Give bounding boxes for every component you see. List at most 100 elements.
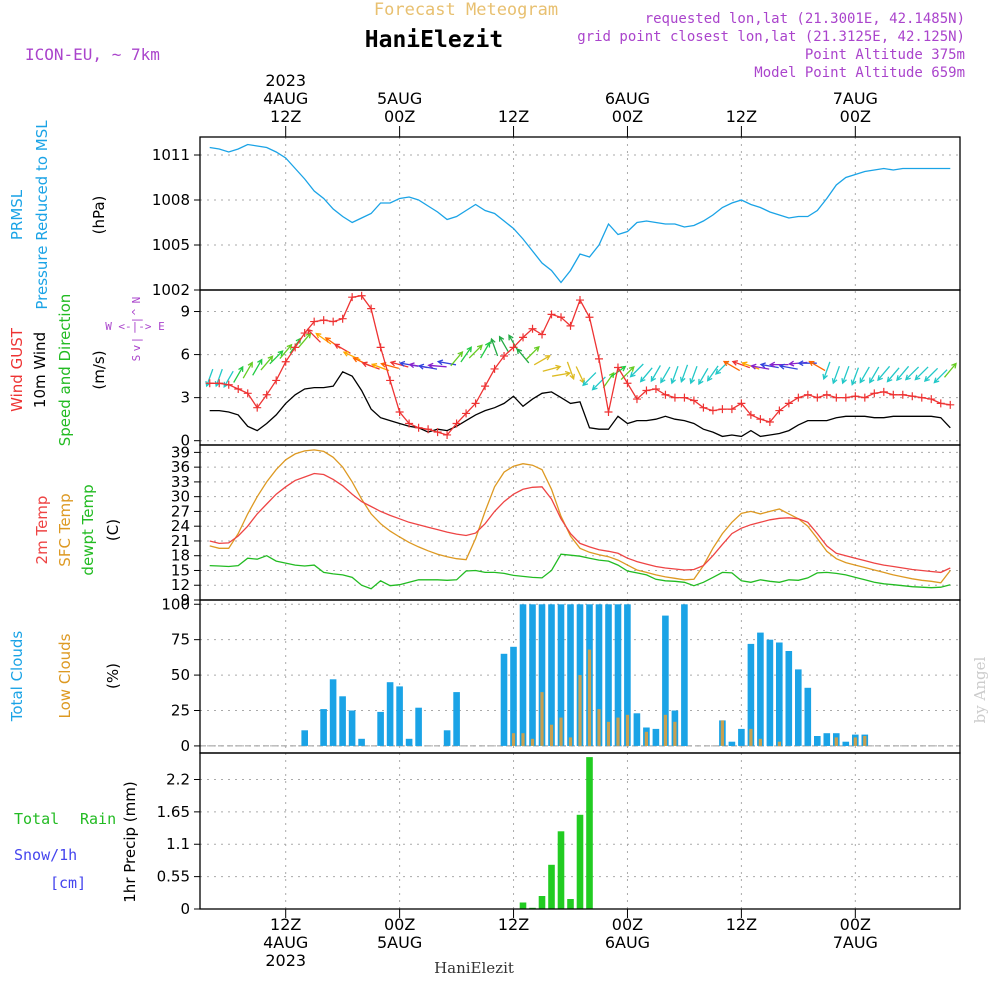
wind-direction-arrow: [591, 376, 606, 391]
compass-down: v: [130, 344, 143, 351]
low-cloud-bar: [720, 720, 724, 746]
gust-marker: [841, 393, 850, 402]
pressure-tick-label: 1005: [152, 236, 190, 254]
total-cloud-bar: [538, 604, 546, 746]
prmsl-label: PRMSL: [8, 189, 26, 240]
total-cloud-bar: [804, 687, 812, 746]
low-cloud-bar: [559, 717, 563, 746]
pressure-line: [209, 143, 951, 284]
total-cloud-bar: [415, 707, 422, 746]
low-cloud-bar: [777, 741, 781, 746]
low-cloud-bar: [606, 721, 611, 746]
total-label: Total: [14, 810, 59, 828]
top-time-label: 12Z: [726, 107, 757, 126]
wind-panel-frame: [199, 289, 961, 446]
point-altitude: Point Altitude 375m: [805, 47, 965, 63]
low-cloud-bar: [549, 724, 554, 746]
rain-bar: [586, 757, 593, 909]
precip-ylabel: 1hr Precip (mm): [121, 781, 139, 902]
gust-marker: [291, 343, 300, 352]
wind-direction-arrow: [233, 365, 244, 383]
gust-marker: [576, 296, 584, 305]
wind-direction-arrow: [759, 362, 779, 369]
total-cloud-bar: [320, 709, 327, 746]
wind-tick-label: 9: [180, 303, 190, 321]
wind-direction-arrow: [315, 332, 332, 345]
bottom-time-label: 12Z: [726, 915, 757, 934]
temperature-tick-label: 24: [171, 517, 190, 535]
wind-tick-label: 6: [180, 346, 190, 364]
bottom-time-label: 12Z: [270, 915, 301, 934]
t2m-line: [209, 472, 951, 574]
gust-marker: [319, 316, 328, 325]
sfc-temp-line: [209, 449, 951, 584]
wind-direction-arrow: [516, 348, 530, 364]
total-cloud-bar: [443, 730, 451, 746]
compass-n: N: [130, 297, 143, 304]
low-cloud-bar: [511, 733, 516, 746]
gust-marker: [443, 430, 452, 439]
top-time-label: 2023: [265, 71, 306, 90]
wind-direction-arrow: [575, 366, 585, 385]
gust-marker: [651, 385, 660, 394]
gust-marker: [215, 379, 224, 388]
low-cloud-bar: [644, 731, 648, 746]
wind-direction-arrow: [450, 350, 464, 367]
wind-direction-arrow: [629, 363, 644, 378]
bottom-time-label: 00Z: [612, 915, 643, 934]
wind-direction-arrow: [533, 355, 551, 366]
wind-direction-arrow: [944, 362, 957, 378]
total-cloud-bar: [605, 604, 612, 746]
tsfc-label: SFC Temp: [56, 493, 74, 566]
model-altitude: Model Point Altitude 659m: [754, 65, 965, 81]
wind-speed-direction-label: Speed and Direction: [56, 294, 74, 447]
total-cloud-bar: [728, 741, 736, 746]
gust-marker: [272, 376, 281, 385]
total-cloud-bar: [681, 604, 688, 746]
precip-tick-label: 2.2: [166, 770, 190, 788]
top-time-label: 00Z: [840, 107, 871, 126]
total-cloud-bar: [529, 604, 536, 746]
grid-layer: [200, 137, 960, 910]
wind-direction-arrow: [679, 364, 689, 383]
low-cloud-bar: [625, 714, 630, 746]
total-cloud-bar: [738, 728, 745, 746]
gust-marker: [746, 410, 755, 419]
total-cloud-bar: [348, 710, 356, 746]
low-cloud-bar: [597, 709, 601, 746]
wind-direction-arrow: [850, 367, 860, 386]
low-cloud-bar: [663, 714, 667, 746]
gust-marker: [708, 406, 717, 415]
wind-direction-arrow: [914, 366, 929, 381]
gust-marker: [585, 313, 594, 322]
wind-direction-arrow: [877, 365, 891, 382]
top-time-label: 00Z: [612, 107, 643, 126]
wind-direction-arrow: [859, 366, 870, 384]
gust-line: [209, 294, 951, 436]
wind-direction-arrow: [298, 332, 312, 348]
gust-marker: [784, 399, 793, 408]
temperature-tick-label: 15: [171, 561, 190, 579]
low-cloud-bar: [616, 717, 620, 746]
top-time-label: 4AUG: [263, 89, 308, 108]
pressure-tick-label: 1008: [152, 191, 190, 209]
gust-marker: [509, 343, 518, 352]
clouds-tick-label: 25: [171, 702, 190, 720]
gust-marker: [689, 396, 698, 405]
temperature-tick-label: 33: [171, 473, 190, 491]
wind-direction-arrow: [722, 360, 741, 372]
gust-marker: [661, 390, 670, 399]
bottom-time-label: 7AUG: [833, 933, 878, 952]
total-cloud-bar: [377, 711, 384, 746]
precip-tick-label: 1.1: [166, 835, 190, 853]
temperature-panel-frame: [199, 444, 961, 601]
wind-direction-arrow: [370, 363, 390, 372]
total-cloud-bar: [757, 632, 764, 746]
temperature-tick-label: 21: [171, 532, 190, 550]
pressure-tick-label: 1002: [152, 281, 190, 299]
rain-label: Rain: [80, 810, 116, 828]
wind-direction-arrow: [436, 359, 457, 366]
gust-marker: [367, 304, 376, 313]
wind-direction-arrow: [242, 361, 253, 379]
